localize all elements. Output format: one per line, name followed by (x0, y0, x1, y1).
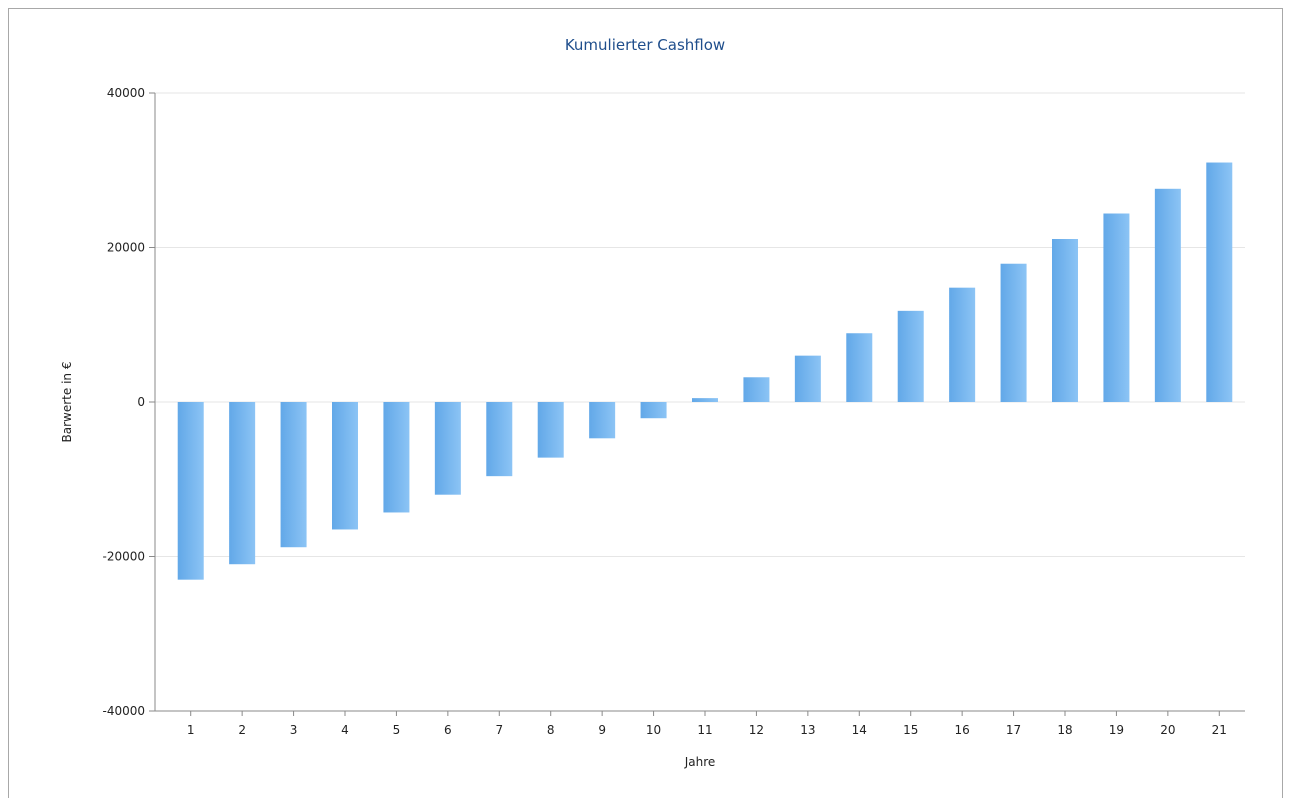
bar-year-2 (229, 402, 256, 565)
x-tick-label: 4 (341, 723, 349, 737)
x-tick-label: 18 (1057, 723, 1072, 737)
chart-title: Kumulierter Cashflow (565, 36, 725, 54)
x-tick-label: 11 (697, 723, 712, 737)
bar-year-13 (794, 355, 821, 402)
x-tick-label: 19 (1109, 723, 1124, 737)
grid-lines (155, 92, 1245, 557)
bar-year-3 (280, 402, 307, 548)
x-tick-label: 16 (955, 723, 970, 737)
x-tick-label: 17 (1006, 723, 1021, 737)
y-tick-label: -40000 (102, 704, 145, 718)
bar-year-8 (537, 402, 564, 458)
y-tick-label: 0 (137, 395, 145, 409)
x-tick-label: 13 (800, 723, 815, 737)
bar-year-18 (1052, 239, 1078, 402)
bar-year-21 (1206, 162, 1233, 402)
bar-year-14 (846, 333, 873, 402)
bars-group (177, 162, 1233, 580)
x-tick-label: 21 (1212, 723, 1227, 737)
bar-year-10 (640, 402, 667, 419)
x-tick-label: 3 (290, 723, 298, 737)
x-tick-label: 8 (547, 723, 555, 737)
x-tick-label: 7 (495, 723, 503, 737)
bar-year-9 (589, 402, 616, 439)
x-tick-label: 20 (1160, 723, 1175, 737)
x-tick-label: 12 (749, 723, 764, 737)
bar-year-15 (897, 310, 924, 402)
x-tick-label: 15 (903, 723, 918, 737)
x-axis-ticks: 1 2 3 4 5 6 7 8 9 10 11 12 13 14 15 16 17 18 19 20 21 (187, 711, 1227, 737)
bar-year-6 (434, 402, 461, 495)
bar-year-11 (692, 398, 718, 402)
y-tick-label: 20000 (107, 241, 145, 255)
x-tick-label: 6 (444, 723, 452, 737)
x-tick-label: 2 (238, 723, 246, 737)
x-tick-label: 1 (187, 723, 195, 737)
bar-year-19 (1103, 213, 1130, 402)
x-tick-label: 14 (852, 723, 867, 737)
bar-year-7 (486, 402, 513, 477)
x-tick-label: 10 (646, 723, 661, 737)
bar-year-1 (177, 402, 204, 580)
bar-year-5 (383, 402, 410, 513)
bar-year-20 (1154, 188, 1181, 402)
bar-year-12 (743, 377, 770, 402)
bar-year-4 (332, 402, 358, 530)
x-tick-label: 9 (598, 723, 606, 737)
y-tick-label: -20000 (102, 550, 145, 564)
bar-year-17 (1000, 263, 1027, 402)
y-axis-ticks: 40000 20000 0 -20000 -40000 (102, 86, 155, 718)
y-tick-label: 40000 (107, 86, 145, 100)
y-axis-label: Barwerte in € (60, 362, 74, 443)
bar-year-16 (949, 287, 976, 402)
x-tick-label: 5 (393, 723, 401, 737)
x-axis-label: Jahre (684, 755, 716, 769)
